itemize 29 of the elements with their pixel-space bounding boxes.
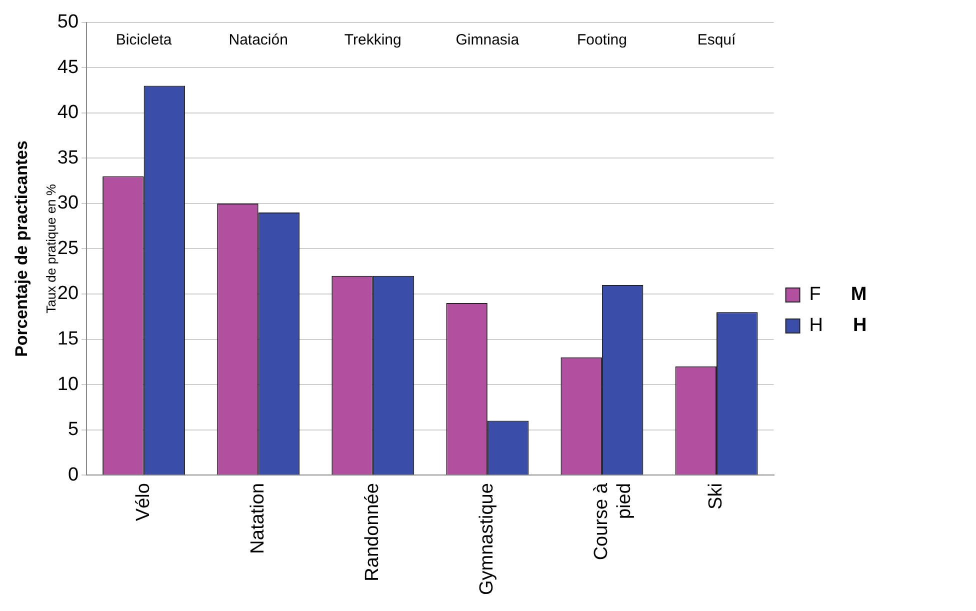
y-tick-label: 25 — [57, 238, 79, 259]
x-tick-label: Course à pied — [591, 482, 635, 560]
annotation: Natación — [228, 32, 288, 49]
y-tick-label: 20 — [57, 283, 79, 304]
annotation: Footing — [576, 32, 627, 49]
x-tick-label: Gymnastique — [476, 483, 498, 596]
y-tick-label: 15 — [57, 328, 79, 350]
annotation: Bicicleta — [116, 32, 172, 49]
y-axis-title: Porcentaje de practicantes — [12, 140, 31, 357]
y-tick-label: 0 — [68, 464, 79, 486]
x-tick-label: Randonnée — [362, 483, 384, 582]
x-tick-label: Natation — [248, 483, 269, 554]
y-tick-label: 50 — [57, 12, 79, 33]
y-tick-label: 35 — [57, 147, 79, 168]
x-tick-label: Vélo — [133, 483, 154, 522]
annotation: Gimnasia — [456, 32, 520, 49]
y-tick-label: 10 — [57, 374, 79, 395]
y-tick-label: 45 — [57, 56, 79, 78]
y-tick-label: 5 — [68, 419, 79, 440]
annotation: Trekking — [344, 32, 402, 49]
legend-label: F — [809, 284, 821, 306]
legend-label: H — [809, 315, 824, 336]
text: H — [853, 315, 867, 336]
text: M — [850, 284, 867, 306]
annotation: Esquí — [697, 32, 737, 49]
x-tick-label: Ski — [706, 483, 727, 510]
text: Taux de pratique en % — [44, 184, 59, 314]
y-tick-label: 30 — [57, 192, 79, 214]
y-tick-label: 40 — [57, 102, 79, 124]
